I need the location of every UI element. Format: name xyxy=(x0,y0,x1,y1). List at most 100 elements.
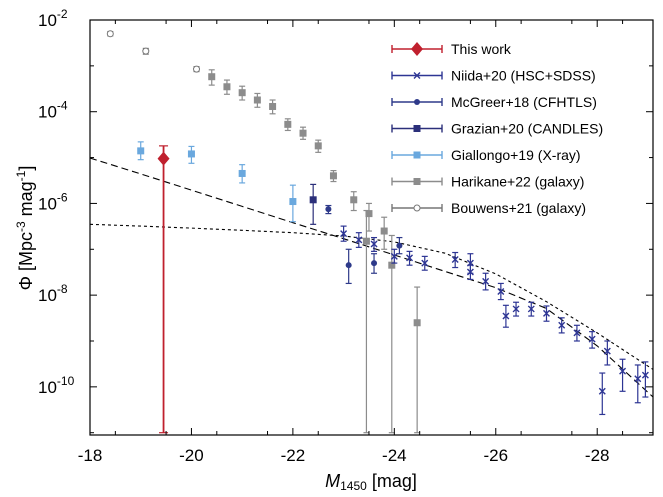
y-tick-exponent: -4 xyxy=(57,99,68,113)
data-point xyxy=(466,259,474,267)
data-point xyxy=(137,147,145,155)
legend-label: Grazian+20 (CANDLES) xyxy=(451,121,603,137)
data-point xyxy=(253,96,261,104)
data-points xyxy=(106,30,649,434)
y-axis-prefix: Φ [Mpc xyxy=(16,232,36,290)
x-tick-label: -22 xyxy=(281,446,306,465)
data-point xyxy=(269,102,277,110)
legend-marker xyxy=(411,42,423,56)
data-point xyxy=(603,347,611,355)
data-point xyxy=(193,65,201,73)
data-point xyxy=(588,335,596,343)
y-tick-base: 10 xyxy=(38,378,57,397)
x-tick-label: -26 xyxy=(483,446,508,465)
model-curve-long-dash xyxy=(90,157,653,398)
data-point xyxy=(380,227,388,235)
legend-marker xyxy=(413,204,421,212)
data-point xyxy=(142,47,150,55)
x-axis-title: M1450 [mag] xyxy=(325,471,417,493)
data-point xyxy=(362,237,370,245)
legend-item-this-work: This work xyxy=(391,41,512,57)
data-point xyxy=(329,172,337,180)
legend-item-bouwens-21-galaxy: Bouwens+21 (galaxy) xyxy=(391,200,586,216)
data-point xyxy=(187,150,195,158)
y-tick-base: 10 xyxy=(38,11,57,30)
legend-marker xyxy=(413,151,421,159)
data-point xyxy=(157,151,170,166)
data-point xyxy=(619,367,627,375)
series-mcgreer-18-cfhtls xyxy=(325,204,403,285)
legend-item-niida-20-hsc-sdss: Niida+20 (HSC+SDSS) xyxy=(391,68,596,84)
data-point xyxy=(345,262,352,269)
data-point xyxy=(396,242,403,249)
x-axis-subscript: 1450 xyxy=(340,479,367,493)
data-point xyxy=(238,169,246,177)
data-point xyxy=(388,261,396,269)
y-tick-exponent: -8 xyxy=(57,282,68,296)
series-harikane-22-galaxy xyxy=(208,69,421,434)
y-tick-exponent: -10 xyxy=(57,374,75,388)
series-bouwens-21-galaxy xyxy=(106,30,201,73)
x-tick-label: -20 xyxy=(179,446,204,465)
data-point xyxy=(527,305,535,313)
data-point xyxy=(299,129,307,137)
legend-label: McGreer+18 (CFHTLS) xyxy=(451,94,597,110)
plot-frame xyxy=(89,19,654,436)
y-tick-exponent: -2 xyxy=(57,7,68,21)
y-axis-suffix: ] xyxy=(16,166,36,171)
x-tick-label: -24 xyxy=(382,446,407,465)
data-point xyxy=(558,321,566,329)
y-tick-label: 10-6 xyxy=(38,190,68,213)
legend-item-mcgreer-18-cfhtls: McGreer+18 (CFHTLS) xyxy=(391,94,597,110)
data-point xyxy=(451,255,459,263)
legend-item-harikane-22-galaxy: Harikane+22 (galaxy) xyxy=(391,174,584,190)
data-point xyxy=(598,387,606,395)
y-axis-sup-1: -3 xyxy=(14,221,28,232)
data-point xyxy=(390,252,398,260)
data-point xyxy=(371,260,378,267)
y-tick-label: 10-8 xyxy=(38,282,68,305)
legend-item-giallongo-19-x-ray: Giallongo+19 (X-ray) xyxy=(391,147,581,163)
y-tick-exponent: -6 xyxy=(57,190,68,204)
data-point xyxy=(365,210,373,218)
data-point xyxy=(325,206,332,213)
data-point xyxy=(350,196,358,204)
y-tick-label: 10-10 xyxy=(38,374,75,397)
data-point xyxy=(340,230,348,238)
data-point xyxy=(355,236,363,244)
data-point xyxy=(406,254,414,262)
data-point xyxy=(573,329,581,337)
data-point xyxy=(238,89,246,97)
model-curves xyxy=(90,157,653,398)
legend-label: Harikane+22 (galaxy) xyxy=(451,174,584,190)
data-point xyxy=(309,196,317,204)
legend-item-grazian-20-candles: Grazian+20 (CANDLES) xyxy=(391,121,603,137)
legend-label: Giallongo+19 (X-ray) xyxy=(451,147,581,163)
legend-label: Bouwens+21 (galaxy) xyxy=(451,200,586,216)
y-axis-title: Φ [Mpc-3 mag-1] xyxy=(14,166,36,291)
x-tick-label: -18 xyxy=(78,446,103,465)
data-point xyxy=(284,120,292,128)
data-point xyxy=(370,240,378,248)
data-point xyxy=(542,309,550,317)
y-tick-base: 10 xyxy=(38,286,57,305)
legend-marker xyxy=(413,125,421,132)
x-tick-label: -28 xyxy=(585,446,610,465)
legend-marker xyxy=(413,178,421,185)
legend-label: Niida+20 (HSC+SDSS) xyxy=(451,68,596,84)
series-grazian-20-candles xyxy=(309,183,317,225)
y-tick-base: 10 xyxy=(38,103,57,122)
y-tick-label: 10-2 xyxy=(38,7,68,30)
data-point xyxy=(641,371,649,379)
series-this-work xyxy=(157,145,170,434)
y-tick-label: 10-4 xyxy=(38,99,68,122)
x-axis-unit: [mag] xyxy=(367,471,417,491)
legend-label: This work xyxy=(451,41,512,57)
data-point xyxy=(106,30,114,38)
data-point xyxy=(413,319,421,327)
data-point xyxy=(208,73,216,81)
data-point xyxy=(497,288,505,296)
data-point xyxy=(502,312,510,320)
